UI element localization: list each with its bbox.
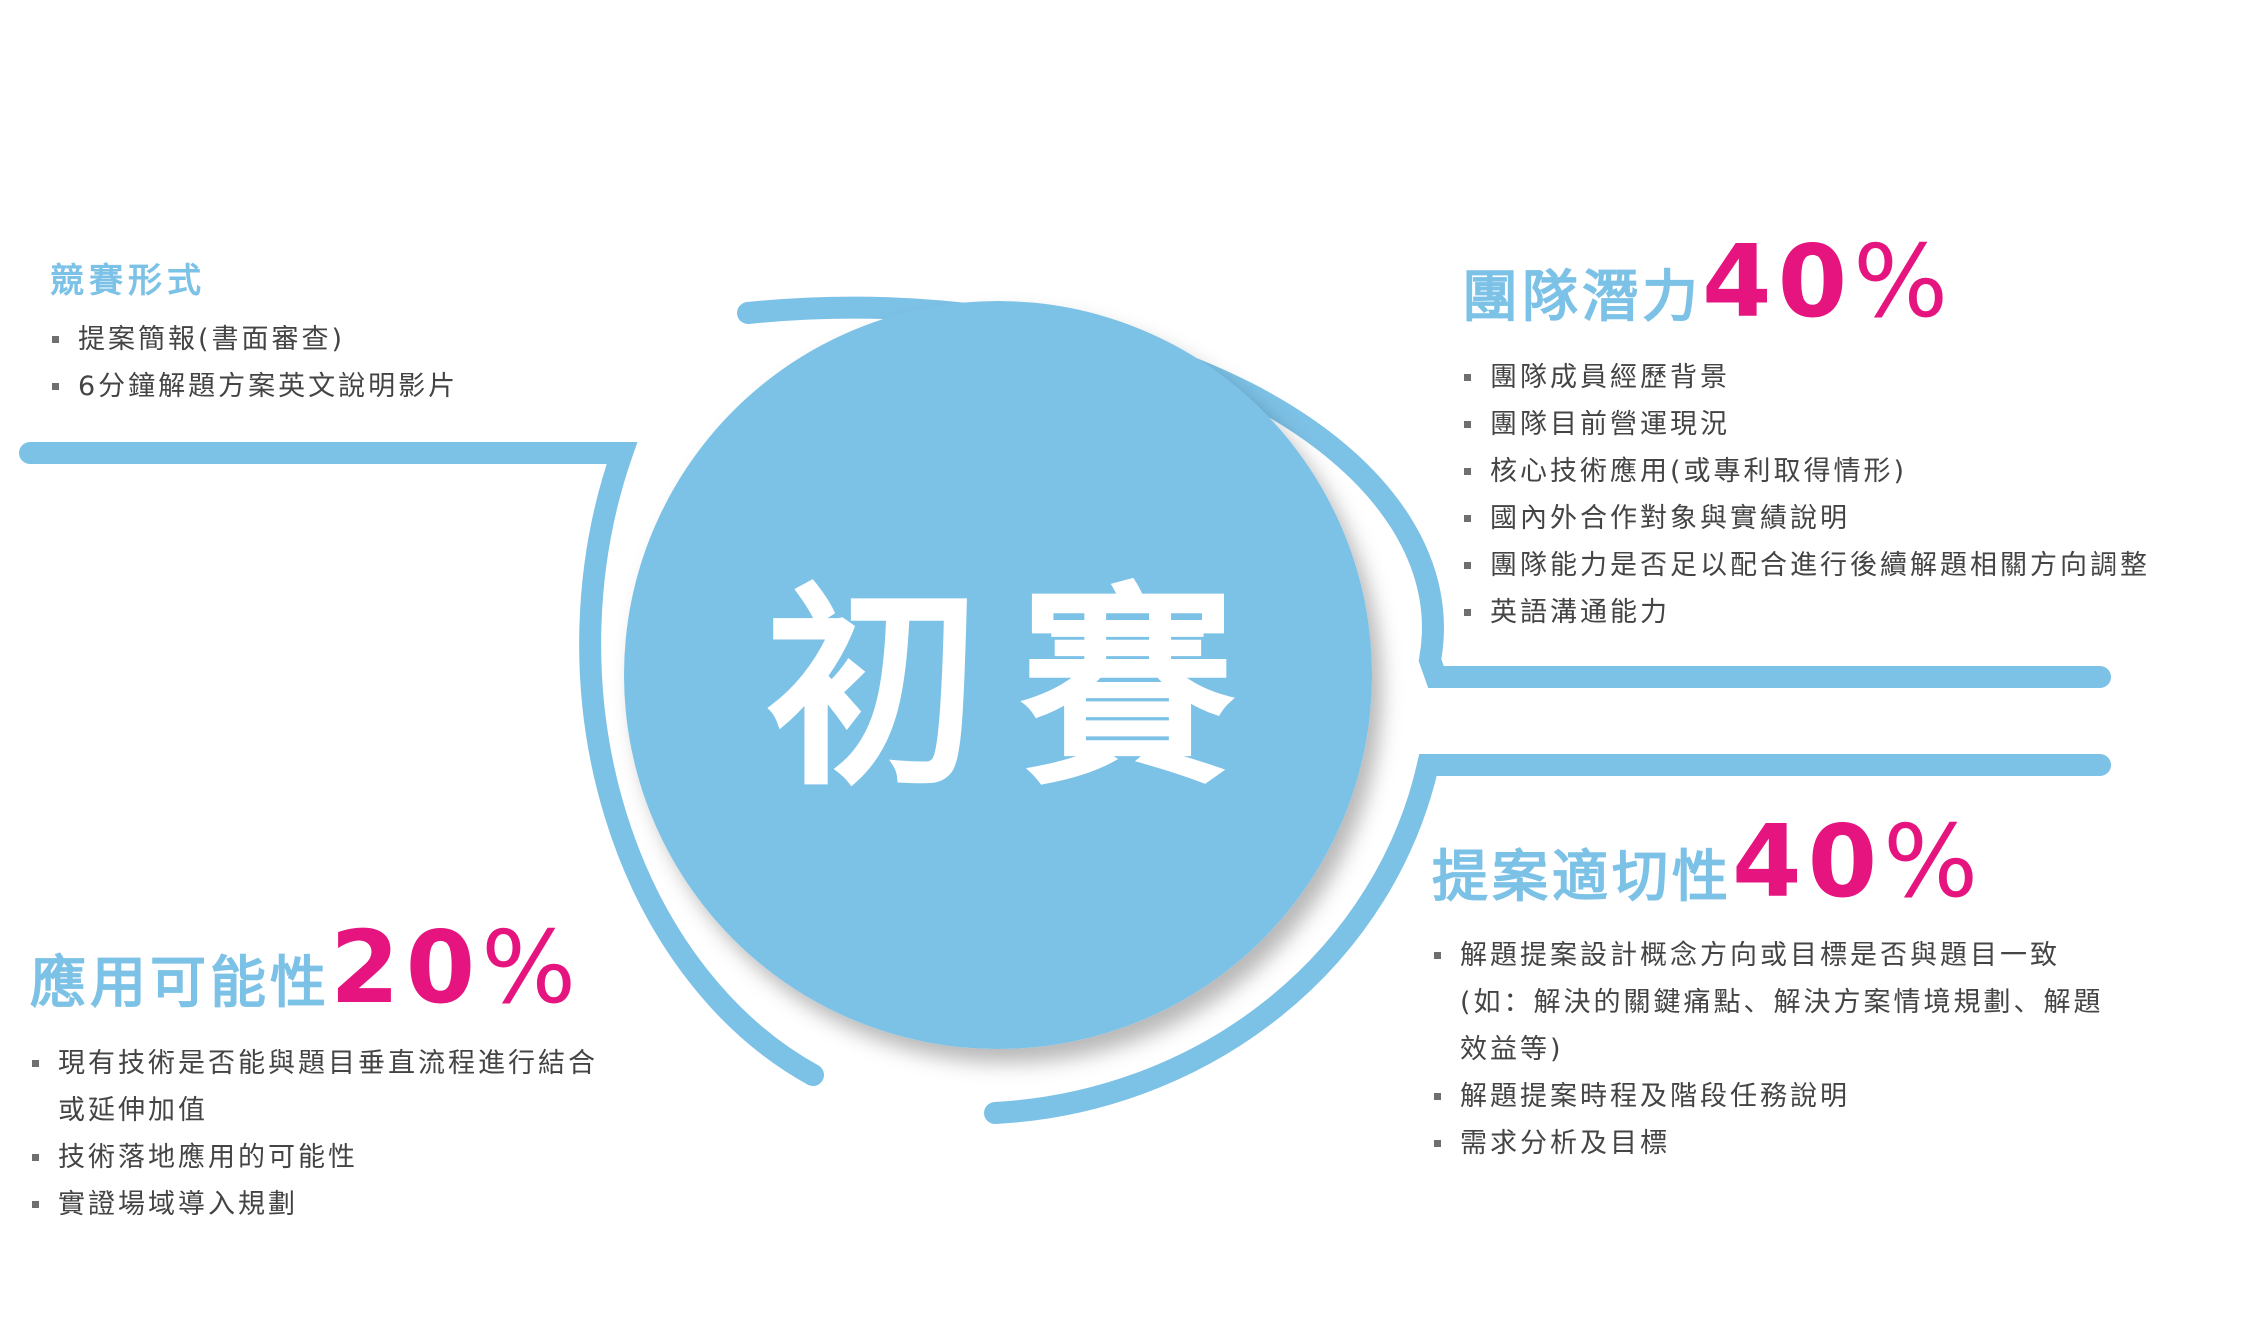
app-percent-sign: % (481, 909, 583, 1026)
arc-connector-fit (984, 754, 2111, 1124)
team-percent-value: 40 (1702, 223, 1854, 340)
list-item: 英語溝通能力 (1462, 589, 2150, 636)
team-percent-sign: % (1853, 223, 1955, 340)
team-list: 團隊成員經歷背景 團隊目前營運現況 核心技術應用(或專利取得情形) 國內外合作對… (1462, 354, 2150, 636)
list-item: 解題提案時程及階段任務說明 (1432, 1073, 2104, 1120)
list-item-line: (如：解決的關鍵痛點、解決方案情境規劃、解題 (1460, 987, 2104, 1018)
format-section: 競賽形式 提案簡報(書面審查) 6分鐘解題方案英文說明影片 (50, 264, 458, 410)
list-item: 需求分析及目標 (1432, 1120, 2104, 1167)
app-percent-value: 20 (330, 909, 482, 1026)
app-title: 應用可能性 (30, 951, 330, 1016)
list-item: 團隊能力是否足以配合進行後續解題相關方向調整 (1462, 542, 2150, 589)
list-item: 團隊成員經歷背景 (1462, 354, 2150, 401)
list-item: 核心技術應用(或專利取得情形) (1462, 448, 2150, 495)
fit-title: 提案適切性 (1432, 845, 1732, 910)
fit-section: 提案適切性40% 解題提案設計概念方向或目標是否與題目一致 (如：解決的關鍵痛點… (1432, 812, 2104, 1167)
fit-percent: 40% (1732, 803, 1984, 920)
team-heading: 團隊潛力40% (1462, 232, 2150, 332)
team-title: 團隊潛力 (1462, 265, 1702, 330)
list-item-line: 現有技術是否能與題目垂直流程進行結合 (58, 1048, 598, 1079)
center-circle (624, 301, 1372, 1049)
format-title: 競賽形式 (50, 261, 206, 301)
list-item: 解題提案設計概念方向或目標是否與題目一致 (如：解決的關鍵痛點、解決方案情境規劃… (1432, 932, 2104, 1073)
list-item-line: 或延伸加值 (58, 1095, 208, 1126)
list-item: 團隊目前營運現況 (1462, 401, 2150, 448)
list-item: 技術落地應用的可能性 (30, 1134, 598, 1181)
center-title: 初賽 (765, 563, 1275, 815)
list-item: 實證場域導入規劃 (30, 1181, 598, 1228)
list-item: 國內外合作對象與實績說明 (1462, 495, 2150, 542)
team-percent: 40% (1702, 223, 1954, 340)
fit-heading: 提案適切性40% (1432, 812, 2104, 912)
list-item: 提案簡報(書面審查) (50, 316, 458, 363)
app-percent: 20% (330, 909, 582, 1026)
app-section: 應用可能性20% 現有技術是否能與題目垂直流程進行結合 或延伸加值 技術落地應用… (30, 918, 598, 1228)
team-section: 團隊潛力40% 團隊成員經歷背景 團隊目前營運現況 核心技術應用(或專利取得情形… (1462, 232, 2150, 636)
fit-percent-sign: % (1883, 803, 1985, 920)
app-list: 現有技術是否能與題目垂直流程進行結合 或延伸加值 技術落地應用的可能性 實證場域… (30, 1040, 598, 1228)
list-item-line: 解題提案設計概念方向或目標是否與題目一致 (1460, 940, 2060, 971)
fit-list: 解題提案設計概念方向或目標是否與題目一致 (如：解決的關鍵痛點、解決方案情境規劃… (1432, 932, 2104, 1167)
list-item: 現有技術是否能與題目垂直流程進行結合 或延伸加值 (30, 1040, 598, 1134)
format-list: 提案簡報(書面審查) 6分鐘解題方案英文說明影片 (50, 316, 458, 410)
app-heading: 應用可能性20% (30, 918, 598, 1018)
list-item-line: 效益等) (1460, 1034, 1564, 1065)
list-item: 6分鐘解題方案英文說明影片 (50, 363, 458, 410)
fit-percent-value: 40 (1732, 803, 1884, 920)
arc-connector-app (19, 442, 824, 1086)
